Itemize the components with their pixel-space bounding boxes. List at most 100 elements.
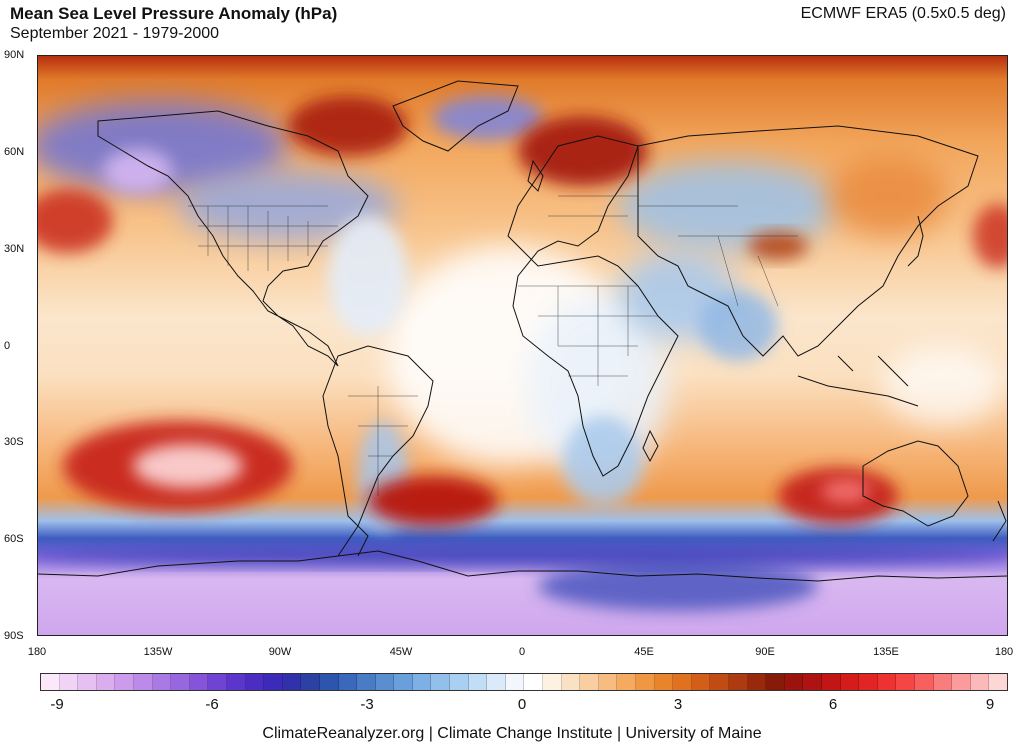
coast-new-zealand (992, 500, 1007, 542)
coast-australia (862, 440, 969, 527)
colorbar-swatch (412, 674, 432, 690)
africa-borders (518, 285, 658, 386)
scandinavia-high (518, 116, 648, 186)
europe-asia-borders (548, 195, 798, 307)
colorbar-swatch (970, 674, 990, 690)
lon-label-0: 0 (518, 646, 526, 658)
colorbar-swatch (952, 674, 971, 690)
colorbar-swatch (189, 674, 209, 690)
colorbar-swatch (264, 674, 283, 690)
colorbar-swatch (375, 674, 395, 690)
canadian-arctic-high (288, 96, 408, 156)
colorbar-swatch (728, 674, 748, 690)
lon-label-90w: 90W (268, 646, 292, 658)
borders (188, 195, 798, 496)
colorbar-swatch (896, 674, 915, 690)
colorbar-swatch (431, 674, 451, 690)
colorbar-swatch (914, 674, 934, 690)
colorbar-swatch (543, 674, 562, 690)
colorbar-label-3: 3 (673, 696, 683, 713)
colorbar-swatch (152, 674, 172, 690)
colorbar-swatch (859, 674, 878, 690)
colorbar-swatch (59, 674, 79, 690)
map-panel (37, 55, 1008, 636)
colorbar-label-minus6: -6 (205, 696, 219, 713)
colorbar-label-9: 9 (985, 696, 995, 713)
colorbar-swatch (747, 674, 767, 690)
coast-greenland (392, 80, 519, 152)
colorbar-swatch (78, 674, 97, 690)
south-america-borders (348, 386, 418, 496)
coast-antarctic-peninsula (337, 525, 369, 557)
colorbar-swatch (282, 674, 302, 690)
colorbar-label-minus3: -3 (360, 696, 374, 713)
colorbar-swatch (784, 674, 804, 690)
data-source: ECMWF ERA5 (0.5x0.5 deg) (800, 5, 1006, 22)
colorbar-swatch (691, 674, 711, 690)
colorbar-label-0: 0 (517, 696, 527, 713)
lat-label-90n: 90N (4, 49, 25, 61)
coast-uk (527, 159, 544, 192)
colorbar-swatch (394, 674, 413, 690)
antarctic-low-band (38, 546, 1007, 566)
coast-south-america (322, 345, 434, 527)
colorbar-swatch (524, 674, 544, 690)
colorbar-swatch (133, 674, 153, 690)
coast-madagascar (642, 429, 659, 463)
map-subtitle: September 2021 - 1979-2000 (10, 25, 220, 42)
footer-credit: ClimateReanalyzer.org | Climate Change I… (262, 725, 762, 742)
lat-label-30s: 30S (4, 436, 24, 448)
lat-label-30n: 30N (4, 243, 25, 255)
colorbar-swatch (226, 674, 246, 690)
alaska-low (38, 101, 288, 191)
colorbar-swatch (840, 674, 860, 690)
colorbar-swatch (96, 674, 116, 690)
colorbar-swatch (710, 674, 729, 690)
colorbar-swatch (636, 674, 655, 690)
lon-label-45e: 45E (634, 646, 654, 658)
colorbar-label-6: 6 (828, 696, 838, 713)
lon-label-90e: 90E (755, 646, 775, 658)
colorbar-swatch (338, 674, 358, 690)
colorbar-label-minus9: -9 (50, 696, 64, 713)
lat-label-60s: 60S (4, 533, 24, 545)
anomaly-field (38, 96, 1007, 611)
anomaly-map (38, 56, 1007, 635)
lon-label-45w: 45W (389, 646, 413, 658)
colorbar-swatch (933, 674, 953, 690)
colorbar-swatch (821, 674, 841, 690)
lon-label-180w: 180 (27, 646, 47, 658)
lon-label-135e: 135E (873, 646, 899, 658)
near-zero-pacific (883, 346, 1003, 426)
colorbar-swatch (561, 674, 581, 690)
coast-europe-africa (507, 135, 679, 477)
colorbar (40, 673, 1008, 691)
colorbar-swatch (115, 674, 134, 690)
north-pacific-high (38, 189, 113, 253)
south-indian-high-core (821, 479, 871, 503)
greenland-low (433, 96, 543, 140)
map-title: Mean Sea Level Pressure Anomaly (hPa) (10, 4, 338, 23)
coast-antarctica (38, 550, 1007, 582)
colorbar-swatch (245, 674, 265, 690)
coast-indonesia (797, 355, 919, 407)
colorbar-swatch (319, 674, 339, 690)
colorbar-swatch (877, 674, 897, 690)
coast-asia (637, 125, 979, 357)
lat-label-0: 0 (4, 340, 11, 352)
colorbar-swatch (654, 674, 674, 690)
lon-label-135w: 135W (143, 646, 173, 658)
colorbar-swatch (673, 674, 692, 690)
colorbar-swatch (450, 674, 469, 690)
colorbar-swatch (803, 674, 822, 690)
east-pacific-high-right (973, 204, 1007, 268)
coast-north-america (97, 110, 369, 367)
east-asia-high (828, 156, 948, 236)
us-state-lines (198, 206, 338, 271)
atlantic-white-band (328, 216, 408, 336)
colorbar-swatch (598, 674, 618, 690)
coast-japan (907, 215, 924, 267)
colorbar-swatch (171, 674, 190, 690)
southern-africa-low (563, 416, 643, 506)
lat-label-90s: 90S (4, 630, 24, 642)
